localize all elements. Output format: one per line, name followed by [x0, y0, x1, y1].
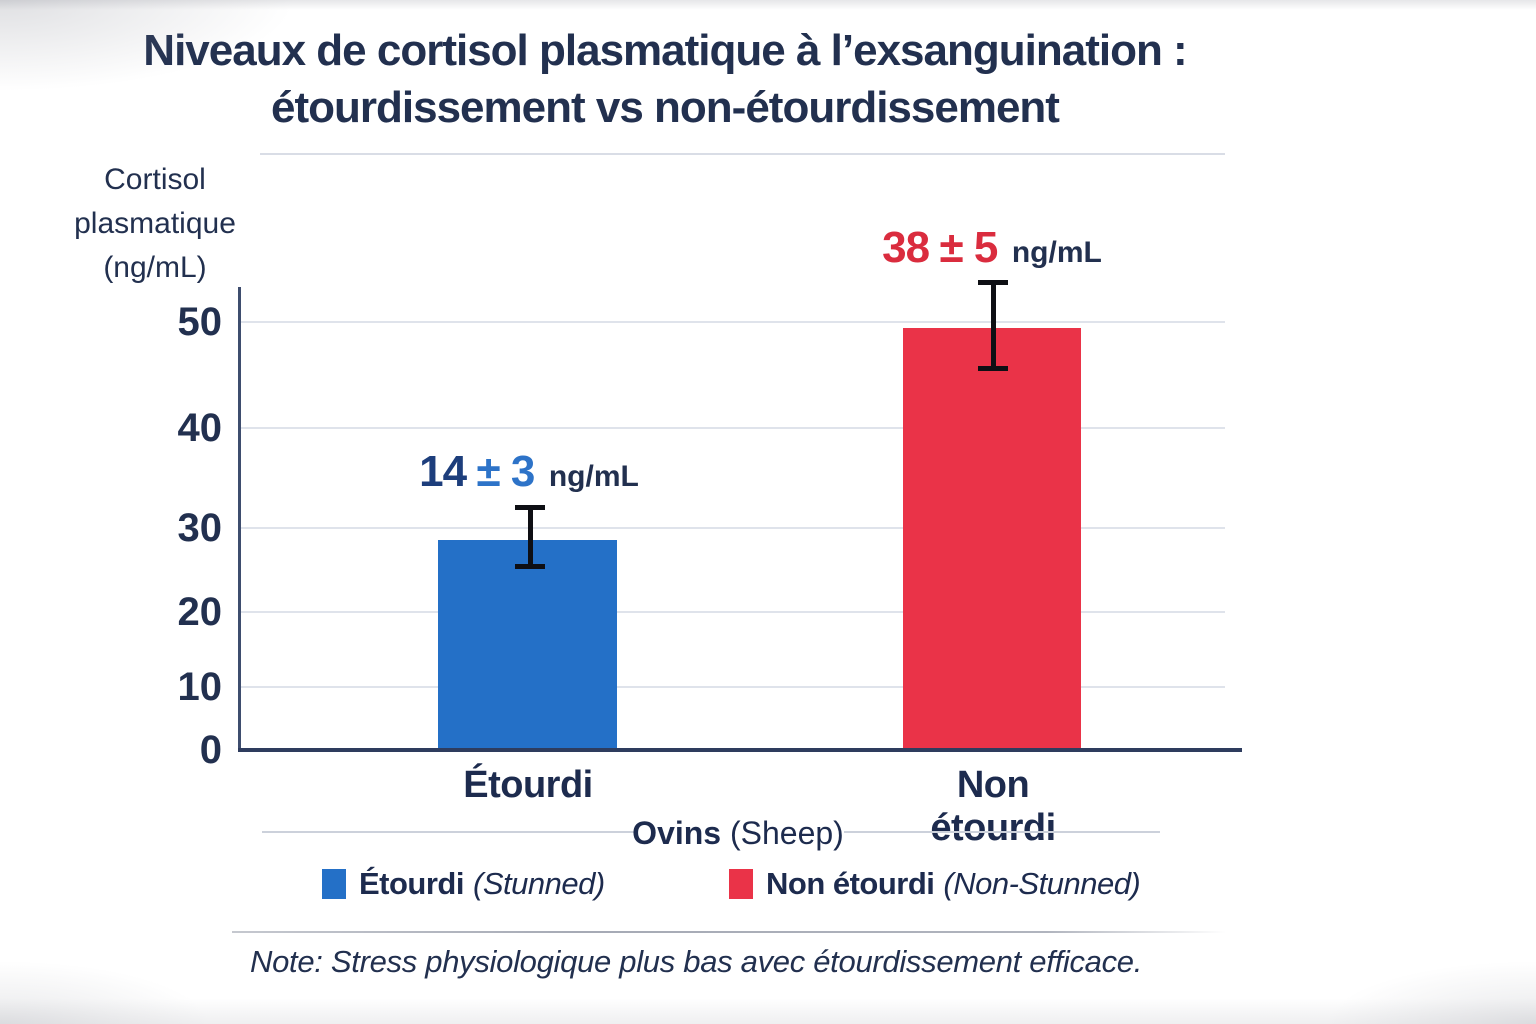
error-bar-line — [528, 508, 533, 568]
error-bar-cap-top — [515, 505, 545, 510]
legend-swatch-non-etourdi — [729, 869, 753, 899]
x-axis-title-regular: (Sheep) — [729, 815, 844, 851]
x-axis-baseline — [238, 748, 1242, 752]
legend-qualifier: (Stunned) — [473, 866, 605, 901]
value-label-non-etourdi: 38 ± 5 ng/mL — [852, 224, 1132, 282]
y-axis-line — [238, 287, 241, 750]
note-divider — [232, 931, 1226, 933]
x-axis-title-rule-right — [844, 831, 1160, 833]
note-text: Note: Stress physiologique plus bas avec… — [250, 944, 1143, 979]
legend-label: Étourdi — [359, 866, 465, 901]
value-label-etourdi: 14 ± 3 ng/mL — [389, 448, 669, 506]
chart-title-line1: Niveaux de cortisol plasmatique à l’exsa… — [143, 26, 1187, 75]
error-bar-cap-top — [978, 280, 1008, 285]
value-number: 14 — [419, 447, 467, 496]
error-bar-line — [991, 282, 996, 370]
error-bar-cap-bottom — [515, 564, 545, 569]
top-divider-line — [260, 153, 1225, 155]
error-bar-cap-bottom — [978, 366, 1008, 371]
bar-etourdi — [438, 540, 617, 748]
y-gridline-10 — [241, 686, 1225, 688]
x-axis-title: Ovins (Sheep) — [630, 815, 846, 851]
y-axis-title-line: (ng/mL) — [103, 251, 207, 284]
y-gridline-40 — [241, 427, 1225, 429]
y-tick-label-40: 40 — [177, 406, 223, 450]
y-axis-title-line: Cortisol — [104, 163, 206, 196]
legend-item-non-etourdi: Non étourdi (Non-Stunned) — [729, 866, 1141, 902]
x-tick-non-etourdi: Non étourdi — [930, 764, 1056, 849]
x-axis-title-rule-left — [262, 831, 634, 833]
y-gridline-30 — [241, 527, 1225, 529]
y-gridline-50 — [241, 321, 1225, 323]
value-number: 38 — [882, 223, 930, 272]
x-axis-title-bold: Ovins — [632, 815, 722, 851]
legend-swatch-etourdi — [322, 869, 346, 899]
chart-title-line2: étourdissement vs non-étourdissement — [271, 83, 1060, 132]
value-unit: ng/mL — [1011, 236, 1102, 269]
legend-label: Non étourdi — [766, 866, 935, 901]
y-tick-label-50: 50 — [177, 300, 223, 344]
value-unit: ng/mL — [548, 460, 639, 493]
y-tick-label-0: 0 — [199, 728, 222, 772]
chart-title: Niveaux de cortisol plasmatique à l’exsa… — [0, 22, 1330, 136]
y-tick-label-20: 20 — [177, 590, 223, 634]
bar-non-etourdi — [903, 328, 1081, 748]
y-tick-label-10: 10 — [177, 665, 223, 709]
value-error: ± 5 — [939, 223, 999, 272]
legend-item-etourdi: Étourdi (Stunned) — [322, 866, 605, 902]
legend-qualifier: (Non-Stunned) — [943, 866, 1141, 901]
y-axis-title-line: plasmatique — [74, 207, 236, 240]
y-axis-title: Cortisol plasmatique (ng/mL) — [52, 158, 258, 290]
y-tick-label-30: 30 — [177, 506, 223, 550]
x-tick-etourdi: Étourdi — [463, 764, 593, 806]
value-error: ± 3 — [476, 447, 536, 496]
y-gridline-20 — [241, 611, 1225, 613]
